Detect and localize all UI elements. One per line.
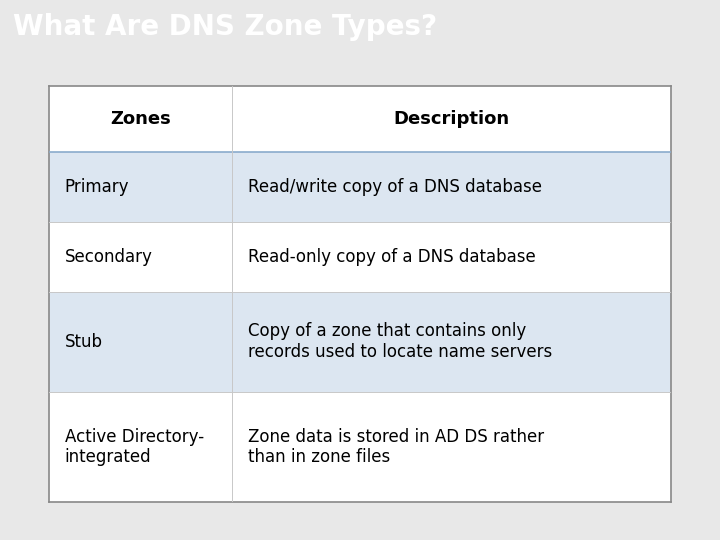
Bar — [49, 292, 671, 392]
Bar — [49, 86, 671, 152]
Text: Copy of a zone that contains only
records used to locate name servers: Copy of a zone that contains only record… — [248, 322, 552, 361]
Text: Description: Description — [394, 110, 510, 128]
Text: Zones: Zones — [110, 110, 171, 128]
Text: Zone data is stored in AD DS rather
than in zone files: Zone data is stored in AD DS rather than… — [248, 428, 544, 467]
Bar — [49, 221, 671, 292]
Text: Read/write copy of a DNS database: Read/write copy of a DNS database — [248, 178, 542, 195]
Text: Read-only copy of a DNS database: Read-only copy of a DNS database — [248, 248, 536, 266]
Text: Secondary: Secondary — [65, 248, 153, 266]
Text: Primary: Primary — [65, 178, 129, 195]
Bar — [49, 152, 671, 221]
Text: Stub: Stub — [65, 333, 102, 351]
Text: What Are DNS Zone Types?: What Are DNS Zone Types? — [13, 13, 437, 41]
Bar — [49, 392, 671, 502]
Text: Active Directory-
integrated: Active Directory- integrated — [65, 428, 204, 467]
